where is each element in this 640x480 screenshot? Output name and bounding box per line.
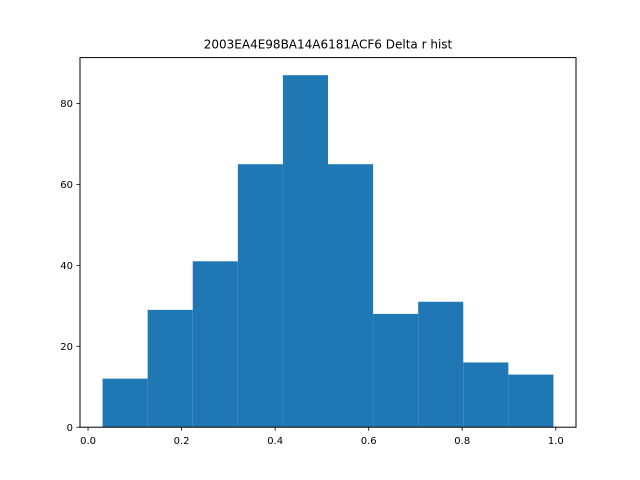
bars-group <box>102 75 554 428</box>
histogram-bar <box>418 301 464 428</box>
histogram-bar <box>237 164 283 428</box>
histogram-bar <box>102 378 148 428</box>
histogram-bar <box>147 309 193 428</box>
y-tick-label: 80 <box>60 99 73 110</box>
y-tick-label: 20 <box>60 342 73 353</box>
plot-frame <box>79 57 577 428</box>
histogram-bar <box>192 261 238 428</box>
histogram-bar <box>463 362 509 428</box>
histogram-bar <box>328 164 374 428</box>
y-axis-ticks: 0 20 40 60 80 <box>60 99 80 434</box>
x-tick-label: 0.6 <box>361 436 377 447</box>
histogram-bar <box>282 75 328 428</box>
x-tick-label: 0.2 <box>174 436 190 447</box>
x-axis-ticks: 0.0 0.2 0.4 0.6 0.8 1.0 <box>80 427 564 447</box>
histogram-bar <box>508 374 554 428</box>
x-tick-label: 0.8 <box>454 436 470 447</box>
x-tick-label: 1.0 <box>548 436 564 447</box>
y-tick-label: 60 <box>60 180 73 191</box>
y-tick-label: 0 <box>67 423 73 434</box>
chart-title: 2003EA4E98BA14A6181ACF6 Delta r hist <box>204 38 453 52</box>
x-tick-label: 0.0 <box>80 436 96 447</box>
x-tick-label: 0.4 <box>267 436 283 447</box>
histogram-bar <box>373 313 419 428</box>
y-tick-label: 40 <box>60 261 73 272</box>
